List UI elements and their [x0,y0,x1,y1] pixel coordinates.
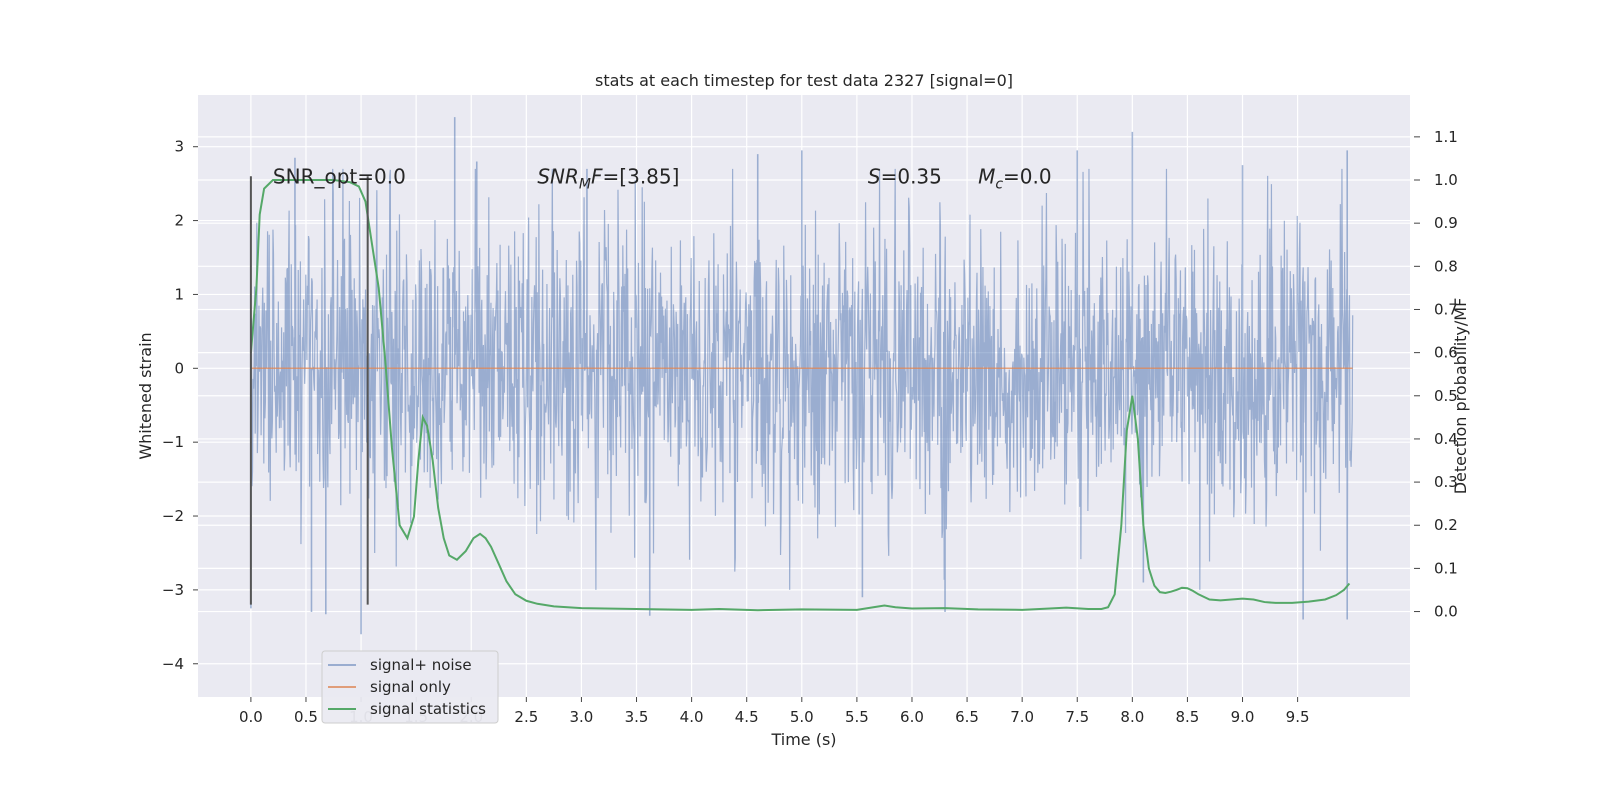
right-tick-label: 0.0 [1434,603,1458,621]
x-tick-label: 5.0 [790,708,814,726]
x-tick-label: 8.5 [1176,708,1200,726]
y-axis-title: Whitened strain [136,332,155,459]
legend-box [321,650,499,724]
annotation-text: SNRMF=[3.85] [537,164,679,192]
y-tick-label: −2 [162,507,184,525]
x-tick-label: 9.5 [1286,708,1310,726]
right-tick-label: 0.8 [1434,257,1458,275]
y-tick-label: −4 [162,655,184,673]
right-tick-label: 0.9 [1434,214,1458,232]
right-tick-label: 0.5 [1434,387,1458,405]
y-tick-label: −1 [162,433,184,451]
right-tick-label: 0.7 [1434,300,1458,318]
y-tick-label: −3 [162,581,184,599]
x-tick-label: 4.5 [735,708,759,726]
x-tick-label: 6.0 [900,708,924,726]
x-tick-label: 0.5 [294,708,318,726]
y-tick-label: 3 [174,138,184,156]
noise-series [250,117,1354,635]
x-tick-label: 7.0 [1010,708,1034,726]
legend-label: signal only [370,678,451,696]
right-tick-label: 0.3 [1434,473,1458,491]
x-axis-title: Time (s) [770,730,836,749]
right-tick-label: 0.6 [1434,344,1458,362]
x-tick-label: 4.0 [680,708,704,726]
y-tick-label: 1 [174,285,184,303]
legend-label: signal statistics [370,700,486,718]
annotation-text: Mc=0.0 [978,164,1052,192]
right-axis-title: Detection probability/MF [1451,298,1470,495]
y-tick-labels: −4 −3 −2 −1 0 1 2 3 [162,138,198,673]
y-tick-label: 0 [174,359,184,377]
right-tick-label: 1.0 [1434,171,1458,189]
series-layer [249,117,1354,635]
right-tick-label: 0.4 [1434,430,1458,448]
legend-label: signal+ noise [370,656,472,674]
right-tick-label: 0.2 [1434,516,1458,534]
x-tick-label: 0.0 [239,708,263,726]
x-tick-label: 3.5 [625,708,649,726]
x-tick-label: 2.5 [514,708,538,726]
x-tick-label: 7.5 [1065,708,1089,726]
annotation-text: S=0.35 [868,164,942,188]
x-tick-label: 6.5 [955,708,979,726]
vertical-markers [249,176,369,605]
x-tick-label: 8.0 [1120,708,1144,726]
x-tick-label: 5.5 [845,708,869,726]
signal-statistics-line [249,179,1351,612]
right-tick-label: 0.1 [1434,559,1458,577]
x-tick-label: 3.0 [570,708,594,726]
x-tick-label: 9.0 [1231,708,1255,726]
y-tick-label: 2 [174,212,184,230]
legend: signal+ noise signal only signal statistic… [321,650,499,724]
annotation-text: SNR_opt=0.0 [273,164,406,188]
annotations: SNR_opt=0.0 SNRMF=[3.85] S=0.35 Mc=0.0 [273,164,1052,192]
chart-title: stats at each timestep for test data 232… [595,71,1013,90]
right-axis-ticks: 0.0 0.1 0.2 0.3 0.4 0.5 0.6 0.7 0.8 0.9 1.0 1.1 [1414,128,1458,621]
right-tick-label: 1.1 [1434,128,1458,146]
